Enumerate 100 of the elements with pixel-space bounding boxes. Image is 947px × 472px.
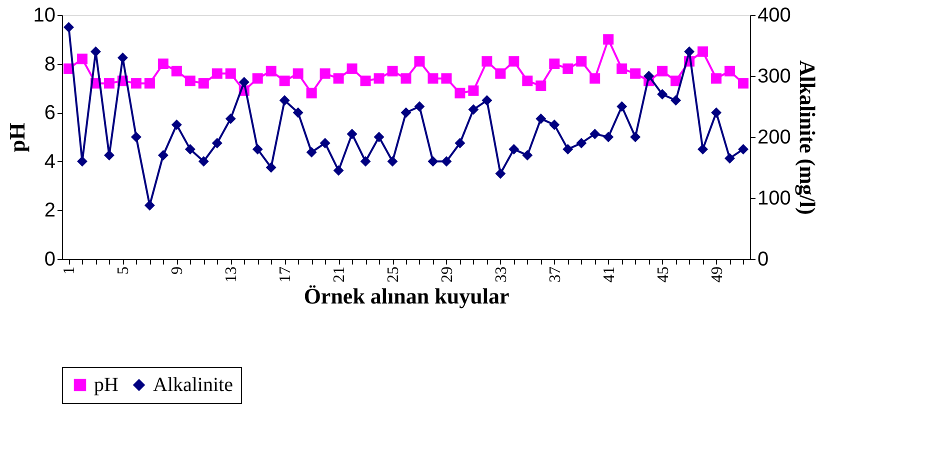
x-axis-title: Örnek alınan kuyular [304, 284, 510, 308]
x-tick-label: 13 [223, 266, 240, 282]
point [508, 56, 520, 67]
point [225, 113, 236, 124]
point [549, 120, 560, 130]
point [76, 156, 88, 167]
point [346, 63, 358, 74]
x-tick-label: 21 [331, 266, 348, 282]
point [158, 58, 168, 70]
point [252, 144, 263, 154]
point [130, 132, 142, 142]
point [130, 78, 142, 89]
y-tick-label: 6 [44, 102, 56, 124]
point [292, 68, 304, 79]
point [508, 144, 520, 154]
point [657, 66, 668, 76]
y-tick-label: 8 [44, 53, 56, 76]
point [387, 156, 398, 167]
point [333, 165, 344, 176]
y-axis-title: pH [4, 122, 30, 152]
point [711, 107, 722, 118]
point [104, 150, 114, 161]
point [576, 138, 587, 148]
point [738, 144, 748, 154]
point [590, 128, 600, 140]
y-tick-label: 2 [44, 200, 56, 222]
point [603, 132, 614, 142]
x-tick-label: 41 [600, 266, 618, 282]
point [171, 66, 182, 76]
point [292, 107, 304, 118]
point [562, 144, 574, 154]
point [616, 101, 628, 112]
point [454, 138, 466, 148]
point [400, 107, 412, 118]
point [238, 76, 250, 88]
point [76, 54, 88, 64]
legend-label: pH [94, 374, 118, 396]
x-tick-label: 5 [115, 266, 132, 274]
y2-tick-label: 400 [758, 4, 791, 26]
point [374, 73, 384, 84]
point [630, 68, 641, 79]
point [266, 162, 276, 173]
y-tick-label: 4 [44, 150, 56, 173]
point [144, 200, 155, 211]
point [536, 113, 546, 124]
y2-tick-label: 200 [758, 126, 791, 148]
point [104, 78, 114, 89]
point [576, 56, 587, 67]
point [495, 168, 506, 179]
point [428, 156, 438, 167]
point [387, 66, 398, 76]
legend-label: Alkalinite [153, 374, 234, 396]
y2-tick-label: 0 [758, 248, 769, 270]
point [184, 144, 196, 154]
point [279, 95, 290, 106]
point [670, 95, 682, 106]
point [590, 73, 600, 84]
point [171, 120, 182, 130]
point [360, 76, 371, 86]
x-tick-label: 33 [492, 266, 510, 282]
point [482, 56, 492, 67]
point [198, 78, 209, 89]
point [374, 132, 384, 142]
point [414, 101, 425, 112]
point [144, 78, 155, 89]
point [724, 66, 736, 76]
point [252, 73, 263, 84]
x-tick-label: 49 [708, 266, 726, 282]
point [64, 22, 74, 32]
point [562, 63, 574, 74]
point [184, 76, 196, 86]
point [495, 68, 506, 79]
x-tick-label: 37 [546, 266, 564, 282]
point [90, 46, 101, 57]
point [657, 89, 668, 100]
x-tick-label: 9 [169, 266, 186, 274]
x-tick-label: 17 [277, 266, 294, 282]
point [360, 156, 371, 167]
x-tick-label: 45 [654, 266, 672, 282]
y-tick-label: 10 [33, 4, 56, 26]
point [630, 132, 641, 142]
point [198, 156, 209, 167]
x-tick-label: 29 [438, 266, 456, 282]
point [711, 73, 722, 84]
point [684, 46, 695, 57]
point [698, 144, 708, 154]
x-tick-label: 1 [61, 266, 78, 274]
point [698, 46, 708, 57]
point [117, 52, 128, 63]
point [670, 76, 682, 86]
point [212, 138, 222, 148]
point [306, 88, 317, 98]
point [536, 80, 546, 92]
point [441, 73, 452, 84]
point [279, 76, 290, 86]
y-tick-label: 0 [44, 248, 56, 270]
y2-tick-label: 300 [758, 66, 791, 88]
point [306, 147, 317, 158]
point [428, 73, 438, 84]
point [158, 150, 168, 161]
